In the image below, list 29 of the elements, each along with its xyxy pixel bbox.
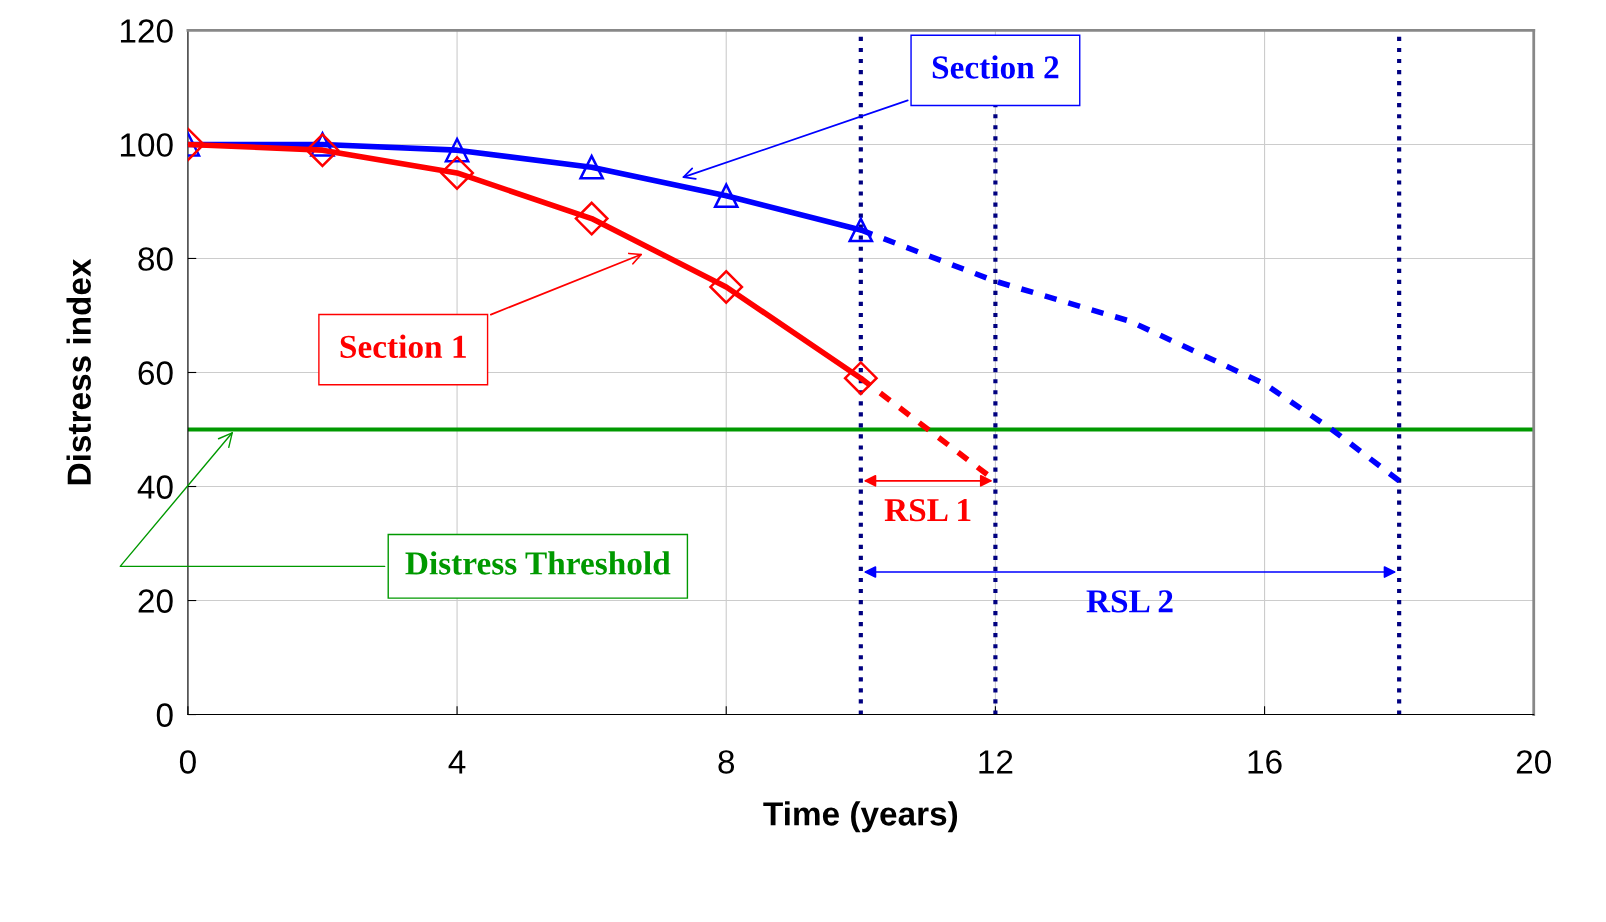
y-tick-label: 40 (137, 475, 173, 499)
y-tick-label: 20 (138, 589, 173, 613)
y-tick-label: 80 (138, 247, 173, 271)
point (709, 270, 744, 304)
point (579, 154, 605, 180)
y-tick-label: 0 (156, 703, 173, 727)
x-tick-label: 8 (718, 750, 735, 774)
y-tick-label: 120 (120, 19, 173, 43)
x-tick-label: 20 (1516, 750, 1551, 774)
x-tick-label: 0 (179, 750, 196, 774)
point (843, 361, 878, 396)
x-tick-label: 12 (979, 750, 1013, 774)
point (713, 183, 739, 209)
y-tick-label: 100 (120, 133, 173, 157)
y-axis-title: Distress index (66, 258, 91, 485)
point (848, 217, 874, 243)
point (305, 133, 340, 168)
text: Section 2 (932, 55, 1059, 79)
point (574, 201, 609, 236)
annotation: RSL 1 (884, 498, 971, 522)
x-axis-title: Time (years) (763, 801, 958, 833)
text: Section 1 (340, 334, 466, 359)
y-tick-label: 60 (138, 361, 173, 385)
x-tick-label: 16 (1248, 750, 1282, 774)
x-tick-label: 4 (448, 750, 466, 774)
point (440, 155, 475, 190)
point (444, 137, 470, 163)
ref-line-label: Distress Threshold (405, 551, 671, 575)
annotation: RSL 2 (1086, 590, 1173, 613)
